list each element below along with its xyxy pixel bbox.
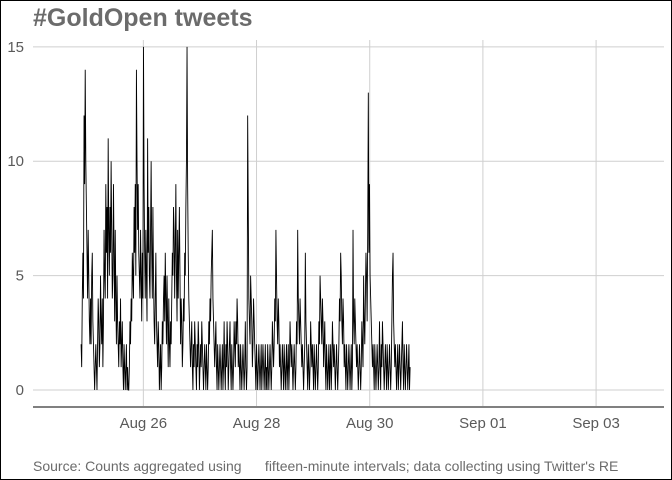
x-tick-label: Aug 30 bbox=[346, 415, 394, 432]
series-line bbox=[80, 46, 411, 391]
x-tick-label: Aug 26 bbox=[120, 415, 168, 432]
x-tick-label: Sep 03 bbox=[572, 415, 620, 432]
x-tick-label: Aug 28 bbox=[233, 415, 281, 432]
x-tick-labels: Aug 26 Aug 28 Aug 30 Sep 01 Sep 03 bbox=[120, 415, 620, 432]
y-tick-label: 5 bbox=[16, 268, 24, 285]
y-tick-labels: 0 5 10 15 bbox=[7, 39, 24, 399]
y-tick-label: 0 bbox=[16, 382, 24, 399]
chart-title: #GoldOpen tweets bbox=[33, 4, 253, 32]
y-tick-label: 10 bbox=[7, 153, 24, 170]
y-tick-label: 15 bbox=[7, 39, 24, 56]
x-tick-label: Sep 01 bbox=[459, 415, 507, 432]
chart-caption: Source: Counts aggregated using fifteen-… bbox=[33, 458, 619, 474]
